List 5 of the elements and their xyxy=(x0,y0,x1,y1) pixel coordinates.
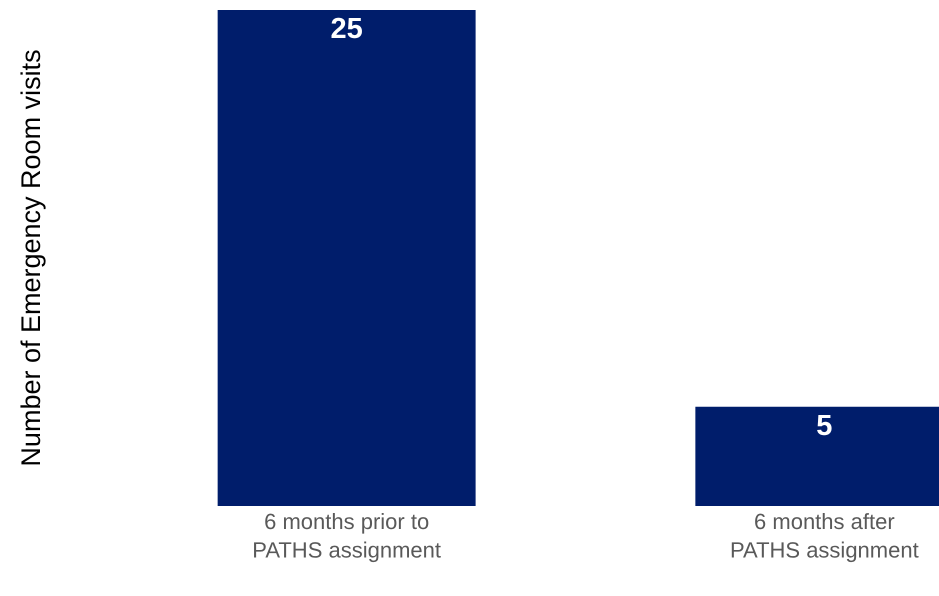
data-label: 25 xyxy=(330,13,363,45)
x-tick-label: 6 months after PATHS assignment xyxy=(730,509,919,563)
y-axis-title: Number of Emergency Room visits xyxy=(16,49,46,467)
x-tick-label: 6 months prior to PATHS assignment xyxy=(252,509,441,563)
data-label: 5 xyxy=(816,410,832,442)
